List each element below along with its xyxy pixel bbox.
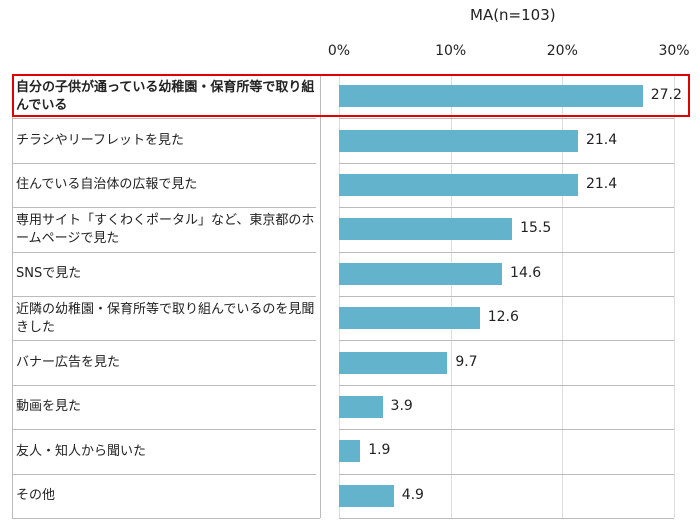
row-line [339,207,674,209]
bar [339,351,448,374]
category-label: SNSで見た [12,251,316,296]
bar [339,129,578,152]
category-label: 動画を見た [12,384,316,429]
label-table-right [320,74,321,518]
label-table-bottom [12,518,320,519]
category-label: バナー広告を見た [12,340,316,384]
category-label: その他 [12,473,316,518]
value-label: 3.9 [390,398,413,414]
category-label: 近隣の幼稚園・保育所等で取り組んでいるのを見聞きした [12,296,316,340]
category-label: 友人・知人から聞いた [12,429,316,473]
value-label: 1.9 [368,442,391,459]
value-label: 21.4 [585,131,618,148]
highlight-box [12,74,690,117]
value-label: 21.4 [585,176,618,192]
x-tick-label: 20% [546,43,578,59]
row-line [339,118,674,120]
x-tick-label: 30% [658,43,690,59]
row-line [339,429,674,431]
bar [339,396,383,418]
value-label: 4.9 [401,486,424,503]
category-label: 専用サイト「すくわくポータル」など、東京都のホームページで見た [12,207,316,251]
row-line [339,296,674,297]
x-tick-label: 0% [327,43,351,59]
row-line [339,162,674,164]
category-label: 住んでいる自治体の広報で見た [12,162,316,207]
row-line [339,384,674,386]
bar [339,484,394,507]
bar [339,174,578,196]
sample-note: MA(n=103) [470,6,556,24]
row-line [339,518,674,519]
value-label: 15.5 [520,220,552,237]
bar [339,85,643,108]
x-tick-label: 10% [435,43,467,59]
bar [339,262,503,285]
gridline [674,74,675,518]
value-label: 9.7 [455,353,478,370]
row-line [339,251,674,253]
bar [339,307,480,330]
category-label: チラシやリーフレットを見た [12,118,316,162]
row-line [339,473,674,475]
bar [339,218,513,241]
row-line [339,340,674,342]
value-label: 12.6 [487,309,519,326]
value-label: 27.2 [650,87,682,104]
bar [339,440,361,463]
value-label: 14.6 [510,264,542,281]
